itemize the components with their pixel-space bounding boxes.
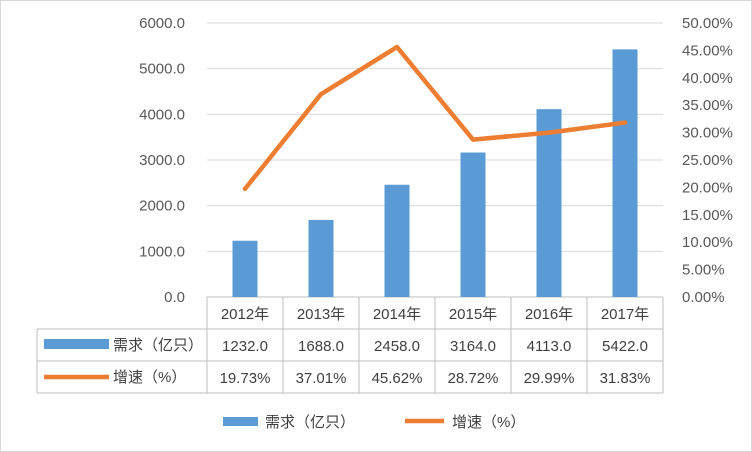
y-left-tick-label: 3000.0 [139, 152, 185, 169]
table-row-label: 增速（%） [113, 369, 186, 386]
y-left-tick-label: 0.0 [164, 289, 185, 306]
data-value: 31.83% [600, 370, 651, 387]
data-value: 3164.0 [450, 338, 496, 355]
y-left-tick-label: 1000.0 [139, 243, 185, 260]
data-value: 1232.0 [222, 338, 268, 355]
legend-key-bar [223, 417, 258, 426]
y-left-tick-label: 6000.0 [139, 15, 185, 32]
y-right-tick-label: 0.00% [682, 289, 725, 306]
y-right-tick-label: 45.00% [682, 42, 733, 59]
category-label: 2012年 [221, 306, 269, 323]
data-value: 37.01% [296, 370, 347, 387]
data-value: 2458.0 [374, 338, 420, 355]
data-value: 4113.0 [527, 338, 572, 355]
y-right-tick-label: 40.00% [682, 70, 733, 87]
bar [232, 240, 258, 297]
bar [384, 184, 410, 297]
legend-label: 增速（%） [452, 414, 525, 431]
bar [308, 219, 334, 297]
data-value: 28.72% [448, 370, 499, 387]
bar [536, 109, 562, 297]
y-left-tick-label: 5000.0 [139, 61, 185, 78]
data-value: 5422.0 [602, 338, 648, 355]
y-right-tick-label: 35.00% [682, 97, 733, 114]
y-right-tick-label: 5.00% [682, 262, 725, 279]
category-label: 2013年 [297, 306, 345, 323]
bar [460, 152, 486, 297]
table-key-bar [44, 339, 109, 349]
category-label: 2017年 [601, 306, 649, 323]
y-right-tick-label: 30.00% [682, 125, 733, 142]
y-left-tick-label: 2000.0 [139, 198, 185, 215]
category-label: 2014年 [373, 306, 421, 323]
y-right-tick-label: 15.00% [682, 207, 733, 224]
y-right-tick-label: 10.00% [682, 234, 733, 251]
table-row-label: 需求（亿只） [113, 337, 203, 354]
y-left-tick-label: 4000.0 [139, 106, 185, 123]
category-label: 2015年 [449, 306, 497, 323]
legend-label: 需求（亿只） [265, 414, 355, 431]
data-value: 19.73% [220, 370, 271, 387]
growth-line [242, 44, 628, 192]
category-label: 2016年 [525, 306, 573, 323]
y-right-tick-label: 50.00% [682, 15, 733, 32]
bar [612, 49, 638, 298]
data-value: 1688.0 [298, 338, 344, 355]
y-right-tick-label: 20.00% [682, 179, 733, 196]
data-value: 45.62% [372, 370, 423, 387]
y-right-tick-label: 25.00% [682, 152, 733, 169]
data-value: 29.99% [524, 370, 575, 387]
